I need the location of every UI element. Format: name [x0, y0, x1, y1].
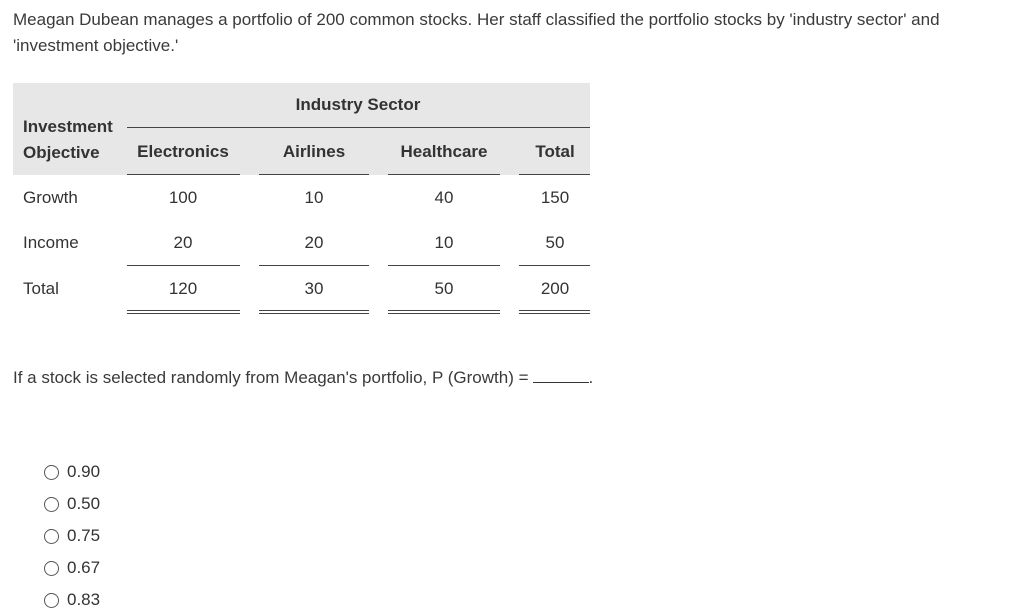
col-header-airlines: Airlines — [282, 142, 346, 161]
cell-growth-electronics: 100 — [168, 188, 198, 207]
cell-total-total: 200 — [540, 279, 570, 298]
cell-growth-total: 150 — [540, 188, 570, 207]
radio-button[interactable] — [44, 528, 59, 544]
problem-statement: Meagan Dubean manages a portfolio of 200… — [13, 10, 940, 55]
sum-rule-healthcare — [388, 265, 500, 266]
option-label: 0.83 — [67, 590, 101, 609]
cell-income-electronics: 20 — [173, 233, 193, 252]
radio-button[interactable] — [44, 560, 59, 576]
row-label-income: Income — [23, 233, 79, 252]
row-header-objective: Objective — [23, 143, 100, 162]
answer-blank — [532, 381, 589, 383]
col-rule-electronics — [127, 174, 240, 175]
radio-button[interactable] — [44, 464, 59, 480]
row-label-growth: Growth — [23, 188, 78, 207]
radio-button[interactable] — [44, 496, 59, 512]
sum-rule-total — [519, 265, 590, 266]
table-header-background — [13, 83, 590, 175]
double-rule-airlines — [259, 310, 369, 314]
double-rule-total — [519, 310, 590, 314]
col-header-healthcare: Healthcare — [400, 142, 488, 161]
cell-income-total: 50 — [545, 233, 565, 252]
contingency-table: Industry Sector Investment Objective Ele… — [13, 83, 590, 318]
cell-total-airlines: 30 — [304, 279, 324, 298]
row-label-total: Total — [23, 279, 59, 298]
col-rule-airlines — [259, 174, 369, 175]
option-label: 0.75 — [67, 526, 101, 545]
row-header-investment: Investment — [23, 117, 113, 136]
option-label: 0.90 — [67, 462, 101, 481]
option-1[interactable]: 0.90 — [44, 456, 100, 488]
col-rule-total — [519, 174, 590, 175]
industry-sector-header: Industry Sector — [295, 95, 421, 114]
option-label: 0.67 — [67, 558, 101, 577]
cell-growth-airlines: 10 — [304, 188, 324, 207]
cell-income-airlines: 20 — [304, 233, 324, 252]
option-3[interactable]: 0.75 — [44, 520, 100, 552]
option-4[interactable]: 0.67 — [44, 552, 100, 584]
radio-button[interactable] — [44, 592, 59, 608]
col-header-electronics: Electronics — [137, 142, 229, 161]
sum-rule-airlines — [259, 265, 369, 266]
option-5[interactable]: 0.83 — [44, 584, 100, 616]
col-rule-healthcare — [388, 174, 500, 175]
cell-growth-healthcare: 40 — [434, 188, 454, 207]
question-text: If a stock is selected randomly from Mea… — [13, 368, 529, 387]
question-end: . — [588, 368, 594, 387]
question: If a stock is selected randomly from Mea… — [13, 368, 593, 388]
answer-options: 0.90 0.50 0.75 0.67 0.83 — [44, 456, 100, 616]
option-2[interactable]: 0.50 — [44, 488, 100, 520]
double-rule-electronics — [127, 310, 240, 314]
cell-total-electronics: 120 — [168, 279, 198, 298]
col-header-total: Total — [535, 142, 575, 161]
group-header-rule — [127, 127, 590, 128]
cell-income-healthcare: 10 — [434, 233, 454, 252]
sum-rule-electronics — [127, 265, 240, 266]
cell-total-healthcare: 50 — [434, 279, 454, 298]
double-rule-healthcare — [388, 310, 500, 314]
option-label: 0.50 — [67, 494, 101, 513]
